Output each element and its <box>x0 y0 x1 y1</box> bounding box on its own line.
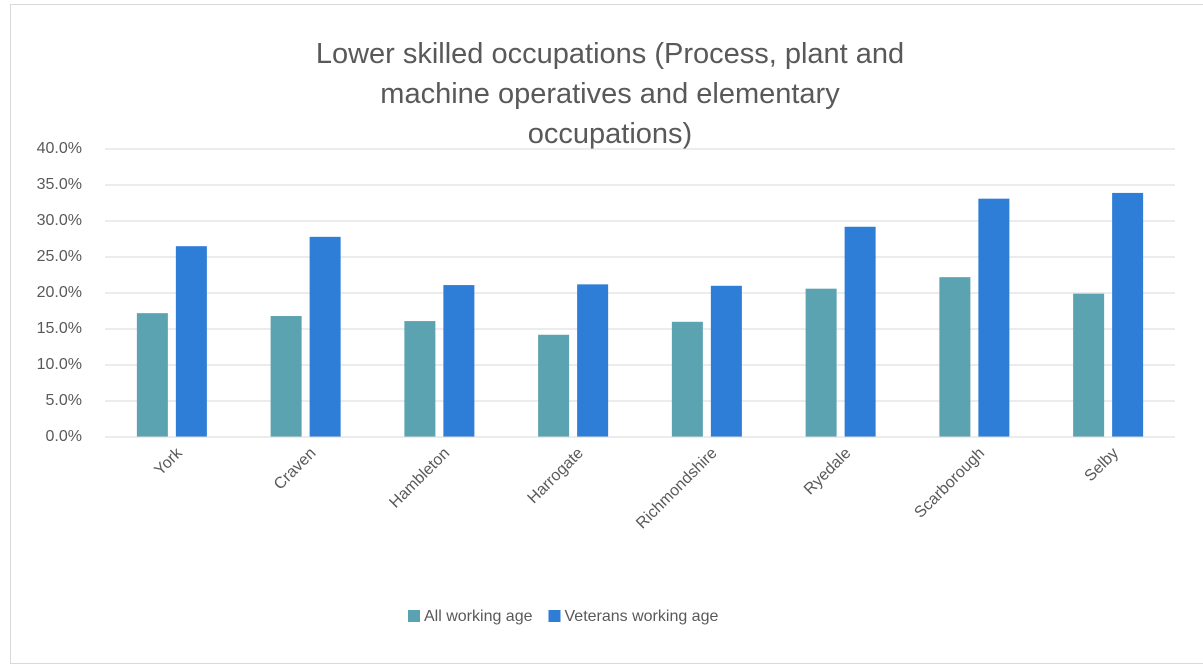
bar <box>671 321 703 437</box>
bar <box>1112 192 1144 437</box>
y-tick-label: 25.0% <box>37 248 82 265</box>
bar <box>443 285 475 437</box>
y-tick-label: 0.0% <box>46 428 82 445</box>
y-tick-label: 35.0% <box>37 176 82 193</box>
bar <box>978 198 1010 437</box>
y-tick-label: 30.0% <box>37 212 82 229</box>
bar <box>309 236 341 437</box>
bar <box>175 246 207 437</box>
y-tick-label: 15.0% <box>37 320 82 337</box>
bar <box>404 321 436 437</box>
bar <box>805 288 837 437</box>
legend-label: All working age <box>424 608 533 625</box>
x-tick-label: Richmondshire <box>633 445 721 533</box>
x-tick-label: Ryedale <box>801 445 855 499</box>
x-tick-label: Harrogate <box>525 445 587 507</box>
y-tick-label: 40.0% <box>37 140 82 157</box>
bar <box>270 316 302 437</box>
bar <box>710 285 742 437</box>
bar <box>844 226 876 437</box>
x-tick-label: Scarborough <box>911 445 988 522</box>
bar <box>1073 293 1105 437</box>
bar <box>538 334 570 437</box>
bar <box>136 313 168 437</box>
bar <box>939 277 971 437</box>
legend-swatch <box>548 610 561 622</box>
x-tick-label: Hambleton <box>386 445 453 512</box>
x-tick-label: Craven <box>271 445 320 494</box>
x-tick-label: Selby <box>1082 445 1122 485</box>
chart-title: Lower skilled occupations (Process, plan… <box>315 38 905 150</box>
chart: 0.0% 5.0% 10.0% 15.0% 20.0% 25.0% 30.0% 35.0% 40… <box>37 140 1175 625</box>
bar <box>577 284 609 437</box>
y-tick-label: 10.0% <box>37 356 82 373</box>
page: Lower skilled occupations (Process, plan… <box>10 4 1203 664</box>
y-tick-label: 5.0% <box>46 392 82 409</box>
y-tick-label: 20.0% <box>37 284 82 301</box>
x-tick-label: York <box>151 444 186 479</box>
legend-label: Veterans working age <box>565 608 719 625</box>
legend-swatch <box>408 610 420 622</box>
